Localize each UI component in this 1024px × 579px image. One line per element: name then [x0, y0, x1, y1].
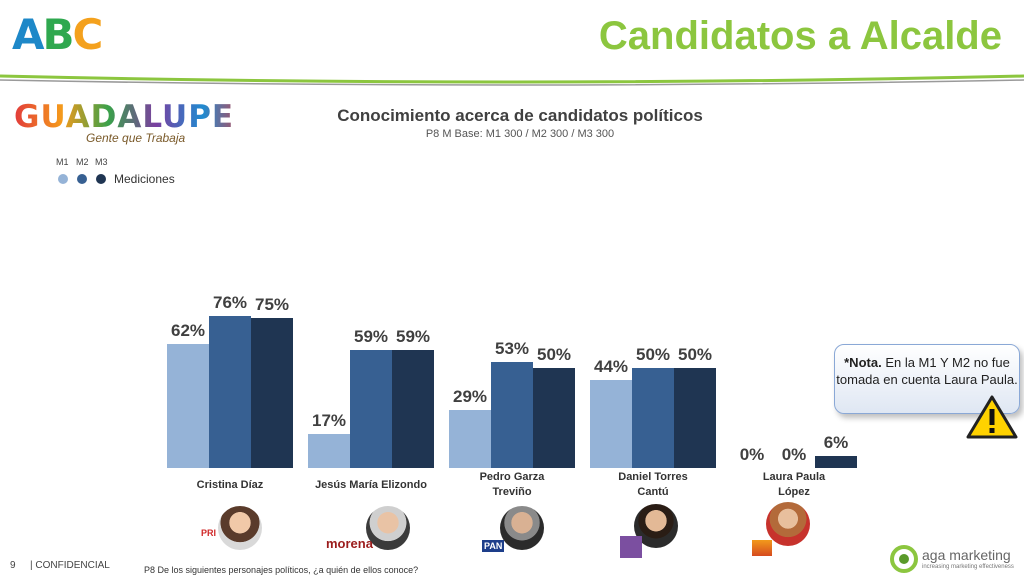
data-label: 75%: [255, 295, 289, 314]
warning-icon: [966, 395, 1018, 439]
data-label: 76%: [213, 293, 247, 312]
party-logo: [620, 536, 642, 558]
category-label: Pedro Garza: [480, 471, 546, 483]
city-logo-word: GUADALUPE: [14, 102, 250, 133]
category-label: Jesús María Elizondo: [315, 479, 427, 491]
category-label: Treviño: [492, 486, 531, 498]
legend-title: Mediciones: [114, 172, 175, 186]
data-label: 53%: [495, 339, 529, 358]
bar-m3: [251, 318, 293, 468]
data-label: 59%: [396, 327, 430, 346]
data-label: 50%: [678, 345, 712, 364]
city-logo-tagline: Gente que Trabaja: [86, 131, 186, 145]
legend-dot-m3: [96, 174, 106, 184]
bar-m1: [308, 434, 350, 468]
candidate-photo: [500, 506, 544, 550]
company-tagline: increasing marketing effectiveness: [922, 564, 1014, 570]
guadalupe-logo: GUADALUPE Gente que Trabaja: [14, 102, 250, 146]
data-label: 44%: [594, 357, 628, 376]
legend-label-m3: M3: [95, 157, 108, 167]
data-label: 62%: [171, 321, 205, 340]
candidate-photo: [218, 506, 262, 550]
data-label: 17%: [312, 411, 346, 430]
aga-logo: aga marketing increasing marketing effec…: [890, 545, 1020, 575]
bar-m2: [491, 362, 533, 468]
category-label: Cristina Díaz: [197, 479, 264, 491]
legend-dot-m2: [77, 174, 87, 184]
party-logo: morena: [326, 536, 373, 551]
chart-subtitle: P8 M Base: M1 300 / M2 300 / M3 300: [425, 128, 615, 140]
legend-dot-m1: [58, 174, 68, 184]
page-number: 9: [10, 560, 16, 571]
data-label: 50%: [537, 345, 571, 364]
data-label: 0%: [782, 445, 807, 464]
candidate-photo: [366, 506, 410, 550]
bar-m1: [167, 344, 209, 468]
note-text: En la M1 Y M2 no fue tomada en cuenta La…: [836, 355, 1018, 387]
bar-m3: [674, 368, 716, 468]
aga-swirl-icon: [890, 545, 918, 573]
data-label: 0%: [740, 445, 765, 464]
bar-m1: [590, 380, 632, 468]
header-divider: [0, 74, 1024, 86]
bar-m3: [815, 456, 857, 468]
bar-m2: [632, 368, 674, 468]
category-label: Cantú: [637, 486, 668, 498]
party-logo: PAN: [482, 540, 505, 552]
category-label: Laura Paula: [763, 471, 826, 483]
data-label: 6%: [824, 433, 849, 452]
bar-m2: [350, 350, 392, 468]
candidate-photo: [766, 502, 810, 546]
chart-title: Conocimiento acerca de candidatos políti…: [337, 106, 703, 125]
bar-m1: [449, 410, 491, 468]
bar-m2: [209, 316, 251, 468]
legend-label-m1: M1: [56, 157, 69, 167]
data-label: 59%: [354, 327, 388, 346]
party-logo: [752, 540, 772, 556]
bar-m3: [533, 368, 575, 468]
page-title: Candidatos a Alcalde: [598, 14, 1002, 58]
category-label: Daniel Torres: [618, 471, 688, 483]
company-name: aga marketing: [922, 547, 1011, 563]
note-bold: *Nota.: [844, 355, 882, 370]
data-label: 29%: [453, 387, 487, 406]
question-footnote: P8 De los siguientes personajes político…: [144, 565, 419, 575]
data-label: 50%: [636, 345, 670, 364]
bar-m3: [392, 350, 434, 468]
confidential-label: | CONFIDENCIAL: [30, 560, 110, 571]
category-label: López: [778, 486, 810, 498]
party-logo: PRI: [201, 528, 217, 538]
legend-label-m2: M2: [76, 157, 89, 167]
abc-logo: ABC: [12, 10, 103, 59]
